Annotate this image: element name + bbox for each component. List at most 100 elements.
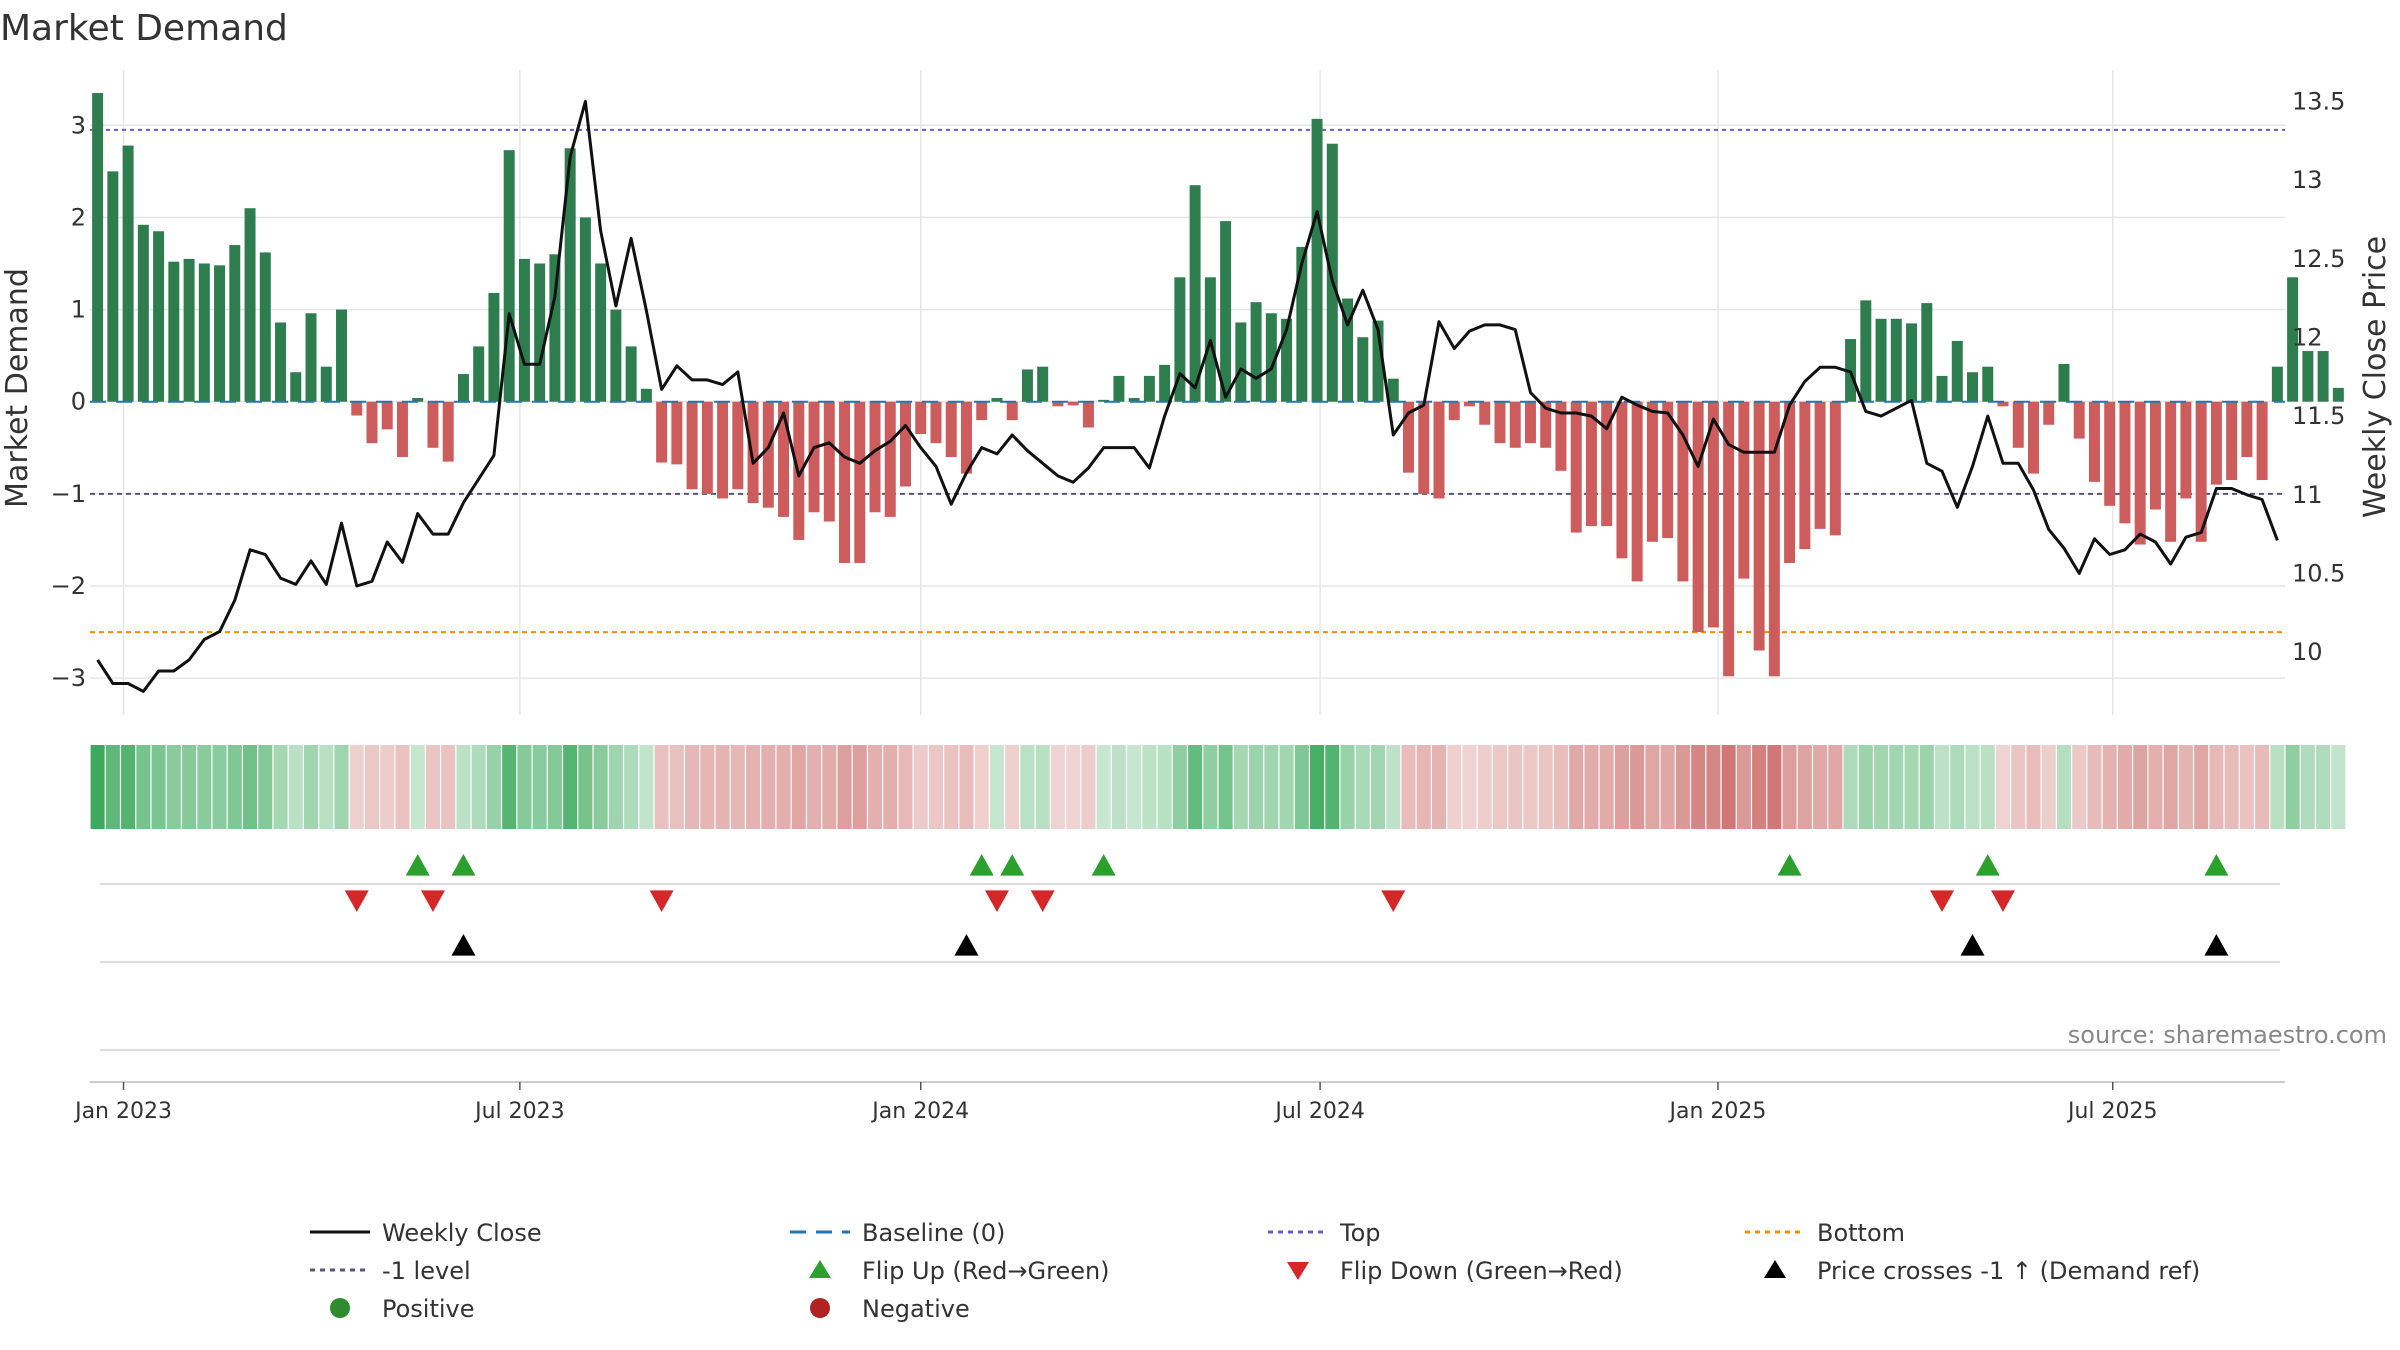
heat-cell	[1553, 745, 1568, 829]
heat-cell	[2178, 745, 2193, 829]
left-tick-label: 3	[71, 111, 86, 139]
left-axis-ticks: 3 2 1 0 −1 −2 −3	[51, 111, 86, 692]
heat-cell	[2316, 745, 2331, 829]
demand-bar	[1021, 369, 1033, 402]
demand-bar	[1601, 401, 1613, 527]
heat-cell	[121, 745, 136, 829]
legend-item: Price crosses -1 ↑ (Demand ref)	[1764, 1257, 2200, 1285]
heat-cell	[1675, 745, 1690, 829]
legend-label: Price crosses -1 ↑ (Demand ref)	[1817, 1257, 2200, 1285]
demand-bar	[1631, 401, 1643, 582]
heat-cell	[898, 745, 913, 829]
demand-bar	[2210, 401, 2222, 485]
heat-cell	[486, 745, 501, 829]
flip-down-marker	[344, 890, 369, 912]
heat-cell	[1325, 745, 1340, 829]
demand-bar	[473, 346, 485, 402]
demand-bar	[1174, 277, 1186, 402]
heat-cell	[502, 745, 517, 829]
legend-label: Flip Down (Green→Red)	[1340, 1257, 1623, 1285]
legend-label: Positive	[382, 1295, 475, 1323]
heat-cell	[380, 745, 395, 829]
left-tick-label: −1	[51, 480, 86, 508]
heat-cell	[166, 745, 181, 829]
demand-bar	[1006, 401, 1018, 421]
heat-cell	[425, 745, 440, 829]
heat-cell	[2041, 745, 2056, 829]
heat-cell	[1843, 745, 1858, 829]
heat-cell	[974, 745, 989, 829]
heat-cell	[456, 745, 471, 829]
left-tick-label: 2	[71, 203, 86, 231]
heat-cell	[715, 745, 730, 829]
heat-cell	[1919, 745, 1934, 829]
heat-cell	[959, 745, 974, 829]
heat-cell	[1005, 745, 1020, 829]
heat-cell	[1401, 745, 1416, 829]
right-tick-label: 10.5	[2292, 559, 2345, 587]
demand-bar	[1738, 401, 1750, 579]
legend-item: Negative	[810, 1295, 970, 1323]
heat-cell	[2194, 745, 2209, 829]
heat-cell	[517, 745, 532, 829]
heat-cell	[547, 745, 562, 829]
heat-cell	[151, 745, 166, 829]
demand-bar	[1296, 246, 1308, 402]
heat-cell	[364, 745, 380, 829]
flip-down-marker	[1381, 890, 1406, 912]
demand-bar	[137, 224, 149, 402]
demand-bar	[2287, 277, 2299, 402]
demand-bar	[320, 366, 332, 402]
demand-bar	[1052, 401, 1064, 407]
heat-cell	[883, 745, 898, 829]
heat-cell	[1203, 745, 1218, 829]
heat-cell	[334, 745, 349, 829]
demand-bar	[1707, 401, 1719, 628]
heat-cell	[1020, 745, 1035, 829]
heat-cell	[2270, 745, 2285, 829]
demand-bar	[412, 398, 424, 402]
heat-cell	[1142, 745, 1157, 829]
demand-bar	[1997, 401, 2009, 407]
heat-cell	[1127, 745, 1142, 829]
legend-label: Bottom	[1817, 1219, 1905, 1247]
demand-bar	[1982, 366, 1994, 402]
heat-cell	[2133, 745, 2148, 829]
demand-bar	[869, 401, 881, 513]
heat-cell	[319, 745, 334, 829]
heat-cell	[1904, 745, 1919, 829]
left-tick-label: −3	[51, 664, 86, 692]
heat-cell	[197, 745, 212, 829]
heat-cell	[1066, 745, 1081, 829]
demand-bar	[244, 208, 256, 402]
demand-bar	[808, 401, 820, 513]
legend-label: Top	[1339, 1219, 1381, 1247]
heat-cell	[1752, 745, 1767, 829]
demand-bar	[1311, 118, 1323, 402]
demand-bar	[579, 217, 591, 402]
legend-item: Bottom	[1745, 1219, 1905, 1247]
heat-cell	[1538, 745, 1553, 829]
demand-bar	[1540, 401, 1552, 448]
demand-bar	[2226, 401, 2238, 481]
demand-bar	[427, 401, 439, 448]
demand-bar	[1098, 399, 1110, 402]
right-tick-label: 12	[2292, 323, 2323, 351]
heat-cell	[2056, 745, 2071, 829]
demand-bar	[2332, 387, 2344, 402]
legend-item: Top	[1268, 1219, 1381, 1247]
demand-bar	[92, 93, 104, 402]
heat-cell	[1828, 745, 1843, 829]
heat-cell	[1950, 745, 1965, 829]
demand-bar	[518, 258, 530, 402]
demand-bar	[1448, 401, 1460, 421]
demand-bar	[1524, 401, 1536, 444]
heat-cell	[288, 745, 303, 829]
demand-bar	[549, 254, 561, 402]
demand-bar	[2088, 401, 2100, 482]
heat-cell	[989, 745, 1004, 829]
right-axis-label: Weekly Close Price	[2358, 236, 2393, 518]
heat-cell	[2148, 745, 2163, 829]
heat-cell	[1645, 745, 1660, 829]
flip-up-marker	[405, 854, 430, 876]
